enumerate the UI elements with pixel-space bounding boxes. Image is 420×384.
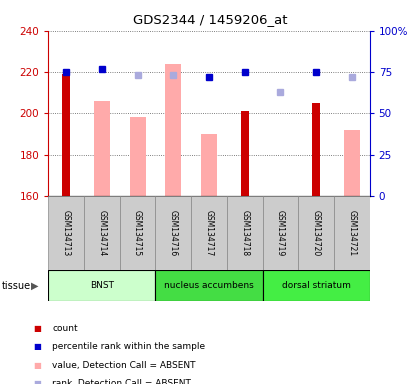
- Bar: [191, 196, 227, 271]
- Bar: [94, 101, 110, 196]
- Bar: [241, 111, 249, 196]
- Text: nucleus accumbens: nucleus accumbens: [164, 281, 254, 290]
- Text: GSM134717: GSM134717: [205, 210, 213, 257]
- Text: GSM134719: GSM134719: [276, 210, 285, 257]
- Bar: [344, 130, 360, 196]
- Bar: [62, 74, 70, 196]
- Text: rank, Detection Call = ABSENT: rank, Detection Call = ABSENT: [52, 379, 192, 384]
- Text: GSM134720: GSM134720: [312, 210, 320, 257]
- Bar: [165, 64, 181, 196]
- Text: BNST: BNST: [90, 281, 114, 290]
- Text: ■: ■: [34, 379, 42, 384]
- Bar: [262, 196, 298, 271]
- Text: GDS2344 / 1459206_at: GDS2344 / 1459206_at: [133, 13, 287, 26]
- Text: ▶: ▶: [31, 281, 38, 291]
- Text: GSM134721: GSM134721: [347, 210, 356, 257]
- Text: GSM134714: GSM134714: [97, 210, 106, 257]
- Text: GSM134718: GSM134718: [240, 210, 249, 257]
- Bar: [84, 196, 120, 271]
- Bar: [334, 196, 370, 271]
- Bar: [201, 134, 217, 196]
- Text: percentile rank within the sample: percentile rank within the sample: [52, 342, 206, 351]
- Bar: [312, 103, 320, 196]
- Text: count: count: [52, 324, 78, 333]
- Text: tissue: tissue: [2, 281, 31, 291]
- Bar: [48, 270, 155, 301]
- Text: GSM134715: GSM134715: [133, 210, 142, 257]
- Bar: [48, 196, 84, 271]
- Bar: [298, 196, 334, 271]
- Text: ■: ■: [34, 342, 42, 351]
- Text: value, Detection Call = ABSENT: value, Detection Call = ABSENT: [52, 361, 196, 370]
- Text: GSM134713: GSM134713: [62, 210, 71, 257]
- Bar: [120, 196, 155, 271]
- Bar: [129, 118, 146, 196]
- Text: dorsal striatum: dorsal striatum: [282, 281, 350, 290]
- Text: ■: ■: [34, 324, 42, 333]
- Bar: [155, 196, 191, 271]
- Text: GSM134716: GSM134716: [169, 210, 178, 257]
- Text: ■: ■: [34, 361, 42, 370]
- Bar: [227, 196, 262, 271]
- Bar: [155, 270, 262, 301]
- Bar: [262, 270, 370, 301]
